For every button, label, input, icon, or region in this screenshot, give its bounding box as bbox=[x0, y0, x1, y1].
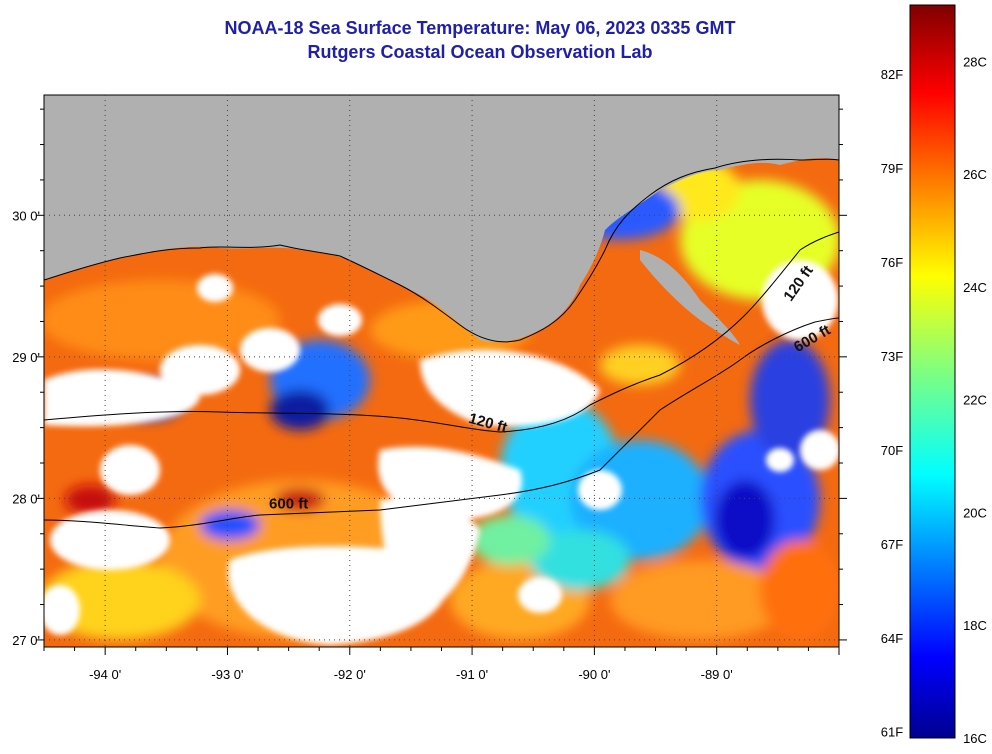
colorbar-celsius-label: 16C bbox=[963, 731, 987, 746]
colorbar-fahrenheit-label: 70F bbox=[881, 443, 903, 458]
lon-tick-label: -91 0' bbox=[456, 667, 488, 682]
colorbar-celsius-label: 20C bbox=[963, 505, 987, 520]
contour-600ft bbox=[44, 317, 839, 529]
colorbar-fahrenheit-label: 79F bbox=[881, 161, 903, 176]
map-area bbox=[44, 95, 839, 647]
contour-120ft bbox=[44, 231, 839, 433]
lat-tick-label: 27 0' bbox=[12, 633, 40, 648]
colorbar-celsius-label: 28C bbox=[963, 54, 987, 69]
contour-label: 600 ft bbox=[269, 495, 308, 512]
lat-tick-label: 29 0' bbox=[12, 350, 40, 365]
colorbar-fahrenheit-label: 73F bbox=[881, 349, 903, 364]
lon-tick-label: -89 0' bbox=[701, 667, 733, 682]
cloud-cover bbox=[44, 231, 839, 645]
graticule bbox=[44, 95, 839, 647]
delta-land bbox=[640, 250, 740, 345]
colorbar-celsius-label: 26C bbox=[963, 167, 987, 182]
colorbar-fahrenheit-label: 64F bbox=[881, 631, 903, 646]
axis-ticks: -94 0' -93 0' -92 0' -91 0' -90 0' -89 0' 30 0… bbox=[12, 108, 847, 682]
colorbar bbox=[909, 4, 956, 739]
coastline bbox=[44, 158, 839, 343]
colorbar-fahrenheit-label: 61F bbox=[881, 725, 903, 740]
lon-tick-label: -94 0' bbox=[89, 667, 121, 682]
map-subtitle: Rutgers Coastal Ocean Observation Lab bbox=[307, 42, 653, 62]
colorbar-fahrenheit-label: 82F bbox=[881, 67, 903, 82]
lon-tick-label: -92 0' bbox=[334, 667, 366, 682]
colorbar-celsius-label: 18C bbox=[963, 618, 987, 633]
colorbar-fahrenheit-label: 67F bbox=[881, 537, 903, 552]
colorbar-celsius-label: 22C bbox=[963, 393, 987, 408]
lon-tick-label: -93 0' bbox=[211, 667, 243, 682]
land-mass bbox=[44, 95, 839, 342]
lat-tick-label: 30 0' bbox=[12, 208, 40, 223]
lon-tick-label: -90 0' bbox=[578, 667, 610, 682]
colorbar-fahrenheit-label: 76F bbox=[881, 255, 903, 270]
lat-tick-label: 28 0' bbox=[12, 491, 40, 506]
colorbar-labels: 16C 18C 20C 22C 24C 26C 28C 61F 64F 67F 70F 73F 76F 7… bbox=[881, 54, 987, 746]
colorbar-celsius-label: 24C bbox=[963, 280, 987, 295]
map-title: NOAA-18 Sea Surface Temperature: May 06,… bbox=[224, 18, 736, 38]
